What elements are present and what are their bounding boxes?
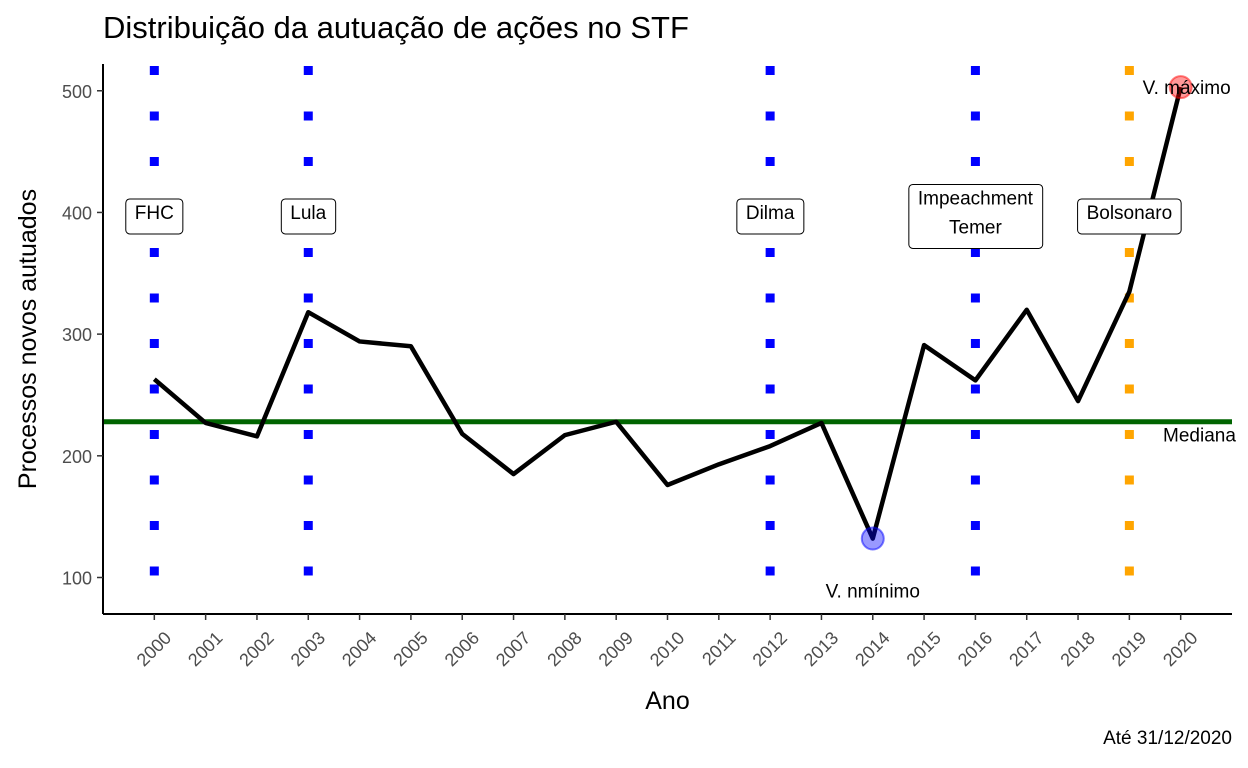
event-label-2019: Bolsonaro [1077, 198, 1182, 235]
y-tick-label: 300 [62, 325, 92, 345]
event-label-text: Lula [290, 203, 326, 224]
x-tick-label: 2012 [749, 628, 791, 670]
x-tick-label: 2003 [287, 628, 329, 670]
x-tick-label: 2015 [903, 628, 945, 670]
median-label: Mediana [1163, 426, 1236, 447]
event-label-2000: FHC [125, 198, 184, 235]
event-label-box [125, 198, 184, 235]
x-tick-label: 2018 [1056, 628, 1098, 670]
x-tick-label: 2019 [1108, 628, 1150, 670]
x-tick-label: 2011 [698, 628, 740, 670]
chart-caption: Até 31/12/2020 [1103, 728, 1232, 749]
event-label-text: Bolsonaro [1087, 203, 1173, 224]
x-tick-label: 2017 [1005, 628, 1047, 670]
event-label-2003: Lula [280, 198, 337, 235]
y-tick-label: 400 [62, 203, 92, 223]
x-tick-label: 2004 [338, 628, 380, 670]
event-label-box [908, 183, 1044, 249]
min-point-marker [860, 526, 885, 551]
x-tick-label: 2010 [646, 628, 688, 670]
x-tick-label: 2008 [543, 628, 585, 670]
x-tick-label: 2000 [133, 628, 175, 670]
x-tick-label: 2001 [184, 628, 226, 670]
event-label-2012: Dilma [736, 198, 805, 235]
event-label-text: Impeachment Temer [918, 188, 1034, 238]
event-label-box [1077, 198, 1182, 235]
min-point-label: V. nmínimo [826, 582, 920, 603]
series-line [152, 86, 1183, 541]
x-tick-label: 2020 [1159, 628, 1201, 670]
event-label-text: Dilma [746, 203, 795, 224]
x-axis-title: Ano [645, 687, 689, 715]
x-tick-label: 2016 [954, 628, 996, 670]
y-tick-label: 200 [62, 447, 92, 467]
x-tick-label: 2013 [800, 628, 842, 670]
x-tick-label: 2007 [492, 628, 534, 670]
y-axis-title: Processos novos autuados [14, 189, 42, 489]
y-tick-label: 500 [62, 82, 92, 102]
max-point-marker [1168, 75, 1193, 100]
x-tick-label: 2009 [595, 628, 637, 670]
x-tick-label: 2002 [235, 628, 277, 670]
event-label-2016: Impeachment Temer [908, 183, 1044, 249]
x-tick-label: 2014 [851, 628, 893, 670]
y-tick-label: 100 [62, 568, 92, 588]
x-tick-label: 2005 [389, 628, 431, 670]
event-label-box [736, 198, 805, 235]
chart-title: Distribuição da autuação de ações no STF [103, 10, 689, 45]
event-label-box [280, 198, 337, 235]
max-point-label: V. máximo [1143, 78, 1231, 99]
event-label-text: FHC [135, 203, 174, 224]
x-tick-label: 2006 [441, 628, 483, 670]
